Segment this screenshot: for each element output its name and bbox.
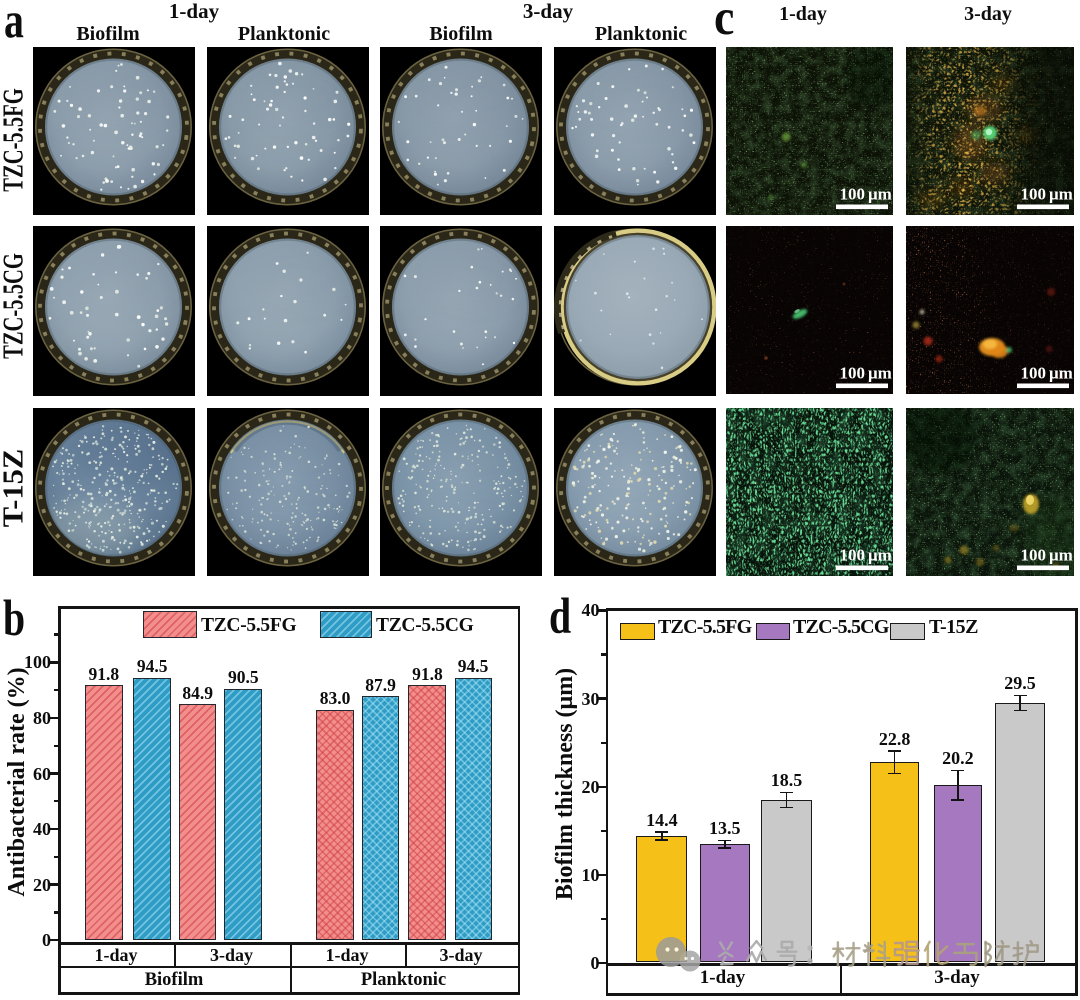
svg-text:μm: μm [1049,546,1073,565]
svg-text:μm: μm [1049,364,1073,383]
svg-text:100: 100 [840,546,866,565]
svg-text:100: 100 [840,185,866,204]
svg-text:μm: μm [868,546,892,565]
svg-text:μm: μm [868,364,892,383]
svg-text:100: 100 [1021,546,1047,565]
svg-text:100: 100 [1021,364,1047,383]
svg-text:100: 100 [840,364,866,383]
svg-text:μm: μm [868,185,892,204]
svg-text:100: 100 [1021,185,1047,204]
svg-text:μm: μm [1049,185,1073,204]
